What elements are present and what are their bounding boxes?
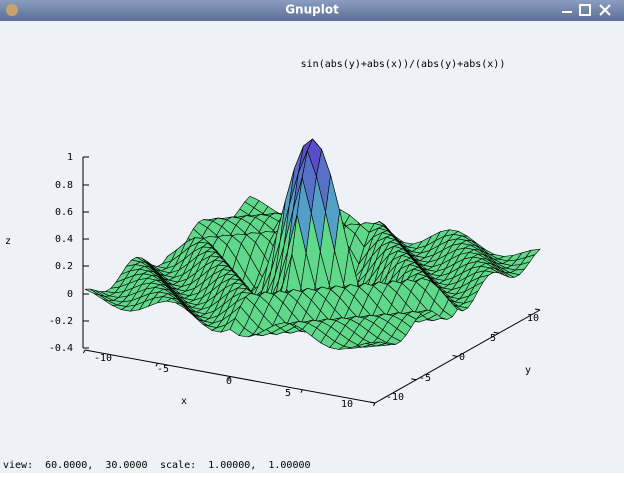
z-tick-label: 0.6 xyxy=(55,207,73,218)
title-bar xyxy=(0,0,624,21)
function-label: sin(abs(y)+abs(x))/(abs(y)+abs(x)) xyxy=(301,59,506,70)
surface-patch xyxy=(365,341,381,345)
app-icon xyxy=(6,4,18,16)
y-tick-label: 5 xyxy=(490,333,496,344)
x-tick xyxy=(372,402,376,407)
x-tick xyxy=(82,349,86,354)
x-tick xyxy=(155,363,158,367)
z-tick-label: -0.4 xyxy=(49,343,73,354)
close-button[interactable] xyxy=(599,4,611,16)
z-tick-label: -0.2 xyxy=(49,316,73,327)
y-tick xyxy=(411,378,417,381)
surface xyxy=(84,138,541,350)
y-tick-label: 10 xyxy=(527,313,539,324)
z-axis-label: z xyxy=(5,236,11,247)
window-controls[interactable] xyxy=(562,4,611,16)
y-tick xyxy=(452,355,458,357)
z-tick-label: 0.4 xyxy=(55,234,73,245)
y-tick xyxy=(534,308,541,311)
x-tick-label: -10 xyxy=(94,353,112,364)
y-tick-label: -5 xyxy=(419,373,431,384)
z-tick-label: 0 xyxy=(67,289,73,300)
x-tick-label: 0 xyxy=(226,376,232,387)
x-tick xyxy=(227,376,231,380)
status-scale: scale: 1.00000, 1.00000 xyxy=(160,460,311,471)
y-tick xyxy=(493,331,499,334)
status-view: view: 60.0000, 30.0000 xyxy=(3,460,148,471)
z-tick-label: 0.8 xyxy=(55,180,73,191)
y-axis-label: y xyxy=(525,365,531,376)
axes xyxy=(82,156,541,407)
y-tick xyxy=(369,401,376,404)
x-tick-label: -5 xyxy=(157,364,169,375)
x-tick xyxy=(300,389,303,393)
window-title: Gnuplot xyxy=(285,3,339,17)
maximize-button[interactable] xyxy=(579,4,591,16)
z-tick-label: 0.2 xyxy=(55,261,73,272)
y-tick-label: -10 xyxy=(386,392,404,403)
x-tick-label: 5 xyxy=(285,388,291,399)
x-axis-label: x xyxy=(181,396,187,407)
z-tick-label: 1 xyxy=(67,152,73,163)
x-tick-label: 10 xyxy=(341,399,353,410)
y-tick-label: 0 xyxy=(459,352,465,363)
